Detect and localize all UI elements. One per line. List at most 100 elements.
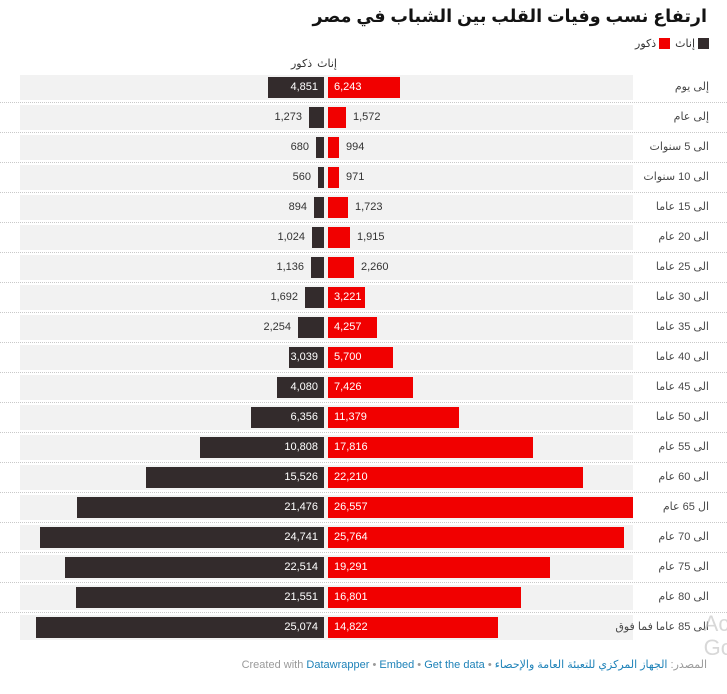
row-separator bbox=[0, 252, 727, 253]
males-value-label: 19,291 bbox=[334, 561, 368, 573]
males-bar bbox=[328, 407, 459, 428]
females-bar bbox=[311, 257, 324, 278]
females-value-label: 25,074 bbox=[284, 621, 318, 633]
chart-row: 680 994 الى 5 سنوات bbox=[0, 135, 727, 165]
males-value-label: 6,243 bbox=[334, 81, 362, 93]
footer-separator: • bbox=[417, 659, 425, 671]
males-bar bbox=[328, 437, 533, 458]
females-bar bbox=[312, 227, 324, 248]
row-separator bbox=[0, 372, 727, 373]
females-bar bbox=[40, 527, 324, 548]
row-background-band bbox=[20, 315, 633, 340]
row-background-band bbox=[20, 405, 633, 430]
category-label: الى 60 عام bbox=[658, 471, 709, 483]
females-bar bbox=[268, 77, 324, 98]
males-value-label: 22,210 bbox=[334, 471, 368, 483]
males-bar bbox=[328, 587, 521, 608]
row-background-band bbox=[20, 375, 633, 400]
row-separator bbox=[0, 552, 727, 553]
row-background-band bbox=[20, 135, 633, 160]
females-value-label: 10,808 bbox=[284, 441, 318, 453]
females-bar bbox=[146, 467, 324, 488]
row-separator bbox=[0, 432, 727, 433]
legend-label-males: ذكور bbox=[635, 38, 657, 50]
females-value-label: 22,514 bbox=[284, 561, 318, 573]
datawrapper-link[interactable]: Datawrapper bbox=[306, 659, 370, 671]
females-bar bbox=[200, 437, 324, 458]
males-value-label: 5,700 bbox=[334, 351, 362, 363]
embed-link[interactable]: Embed bbox=[379, 659, 415, 671]
females-bar bbox=[289, 347, 324, 368]
row-separator bbox=[0, 282, 727, 283]
category-label: إلى يوم bbox=[674, 81, 709, 93]
row-background-band bbox=[20, 105, 633, 130]
row-separator bbox=[0, 312, 727, 313]
category-label: الى 15 عاما bbox=[655, 201, 709, 213]
row-background-band bbox=[20, 165, 633, 190]
females-bar bbox=[36, 617, 324, 638]
row-background-band bbox=[20, 75, 633, 100]
row-separator bbox=[0, 192, 727, 193]
chart-row: 21,476 26,557 ال 65 عام bbox=[0, 495, 727, 525]
females-value-label: 21,476 bbox=[284, 501, 318, 513]
row-separator bbox=[0, 492, 727, 493]
chart-row: 15,526 22,210 الى 60 عام bbox=[0, 465, 727, 495]
category-label: ال 65 عام bbox=[662, 501, 709, 513]
males-bar bbox=[328, 77, 400, 98]
category-label: الى 10 سنوات bbox=[643, 171, 709, 183]
row-separator bbox=[0, 222, 727, 223]
females-bar bbox=[76, 587, 324, 608]
females-value-label: 15,526 bbox=[284, 471, 318, 483]
females-bar bbox=[65, 557, 324, 578]
males-value-label: 3,221 bbox=[334, 291, 362, 303]
chart-row: 1,273 1,572 إلى عام bbox=[0, 105, 727, 135]
females-bar bbox=[318, 167, 324, 188]
males-value-label: 25,764 bbox=[334, 531, 368, 543]
chart-row: 25,074 14,822 الى 85 عاما فما فوق bbox=[0, 615, 727, 645]
females-bar bbox=[309, 107, 324, 128]
chart-row: 6,356 11,379 الى 50 عاما bbox=[0, 405, 727, 435]
category-label: الى 40 عاما bbox=[655, 351, 709, 363]
males-bar bbox=[328, 617, 498, 638]
males-bar bbox=[328, 497, 633, 518]
category-label: الى 30 عاما bbox=[655, 291, 709, 303]
row-background-band bbox=[20, 285, 633, 310]
chart-row: 1,692 3,221 الى 30 عاما bbox=[0, 285, 727, 315]
males-value-label: 1,572 bbox=[353, 111, 381, 123]
chart-row: 22,514 19,291 الى 75 عام bbox=[0, 555, 727, 585]
row-separator bbox=[0, 462, 727, 463]
females-value-label: 21,551 bbox=[284, 591, 318, 603]
males-value-label: 7,426 bbox=[334, 381, 362, 393]
males-value-label: 994 bbox=[346, 141, 365, 153]
males-bar bbox=[328, 257, 354, 278]
legend-item-females: إناث bbox=[675, 37, 709, 50]
chart-row: 21,551 16,801 الى 80 عام bbox=[0, 585, 727, 615]
row-background-band bbox=[20, 195, 633, 220]
row-separator bbox=[0, 102, 727, 103]
males-bar bbox=[328, 287, 365, 308]
column-header-males: ذكور bbox=[291, 58, 313, 70]
females-value-label: 3,039 bbox=[290, 351, 318, 363]
chart-title: ارتفاع نسب وفيات القلب بين الشباب في مصر bbox=[312, 6, 707, 26]
males-value-label: 26,557 bbox=[334, 501, 368, 513]
males-bar bbox=[328, 197, 348, 218]
category-label: الى 45 عاما bbox=[655, 381, 709, 393]
females-bar bbox=[277, 377, 324, 398]
row-separator bbox=[0, 132, 727, 133]
source-link[interactable]: الجهاز المركزي للتعبئة العامة والإحصاء bbox=[494, 659, 668, 671]
females-value-label: 1,136 bbox=[276, 261, 304, 273]
males-value-label: 14,822 bbox=[334, 621, 368, 633]
row-separator bbox=[0, 582, 727, 583]
source-prefix: المصدر: bbox=[670, 659, 707, 671]
males-value-label: 1,915 bbox=[357, 231, 385, 243]
category-label: الى 70 عام bbox=[658, 531, 709, 543]
get-data-link[interactable]: Get the data bbox=[424, 659, 485, 671]
females-value-label: 24,741 bbox=[284, 531, 318, 543]
males-value-label: 971 bbox=[346, 171, 365, 183]
column-headers: إناث ذكور bbox=[291, 57, 337, 70]
males-value-label: 17,816 bbox=[334, 441, 368, 453]
females-value-label: 2,254 bbox=[263, 321, 291, 333]
chart-rows: 4,851 6,243 إلى يوم 1,273 1,572 إلى عام 680 994… bbox=[0, 75, 727, 645]
category-label: الى 75 عام bbox=[658, 561, 709, 573]
